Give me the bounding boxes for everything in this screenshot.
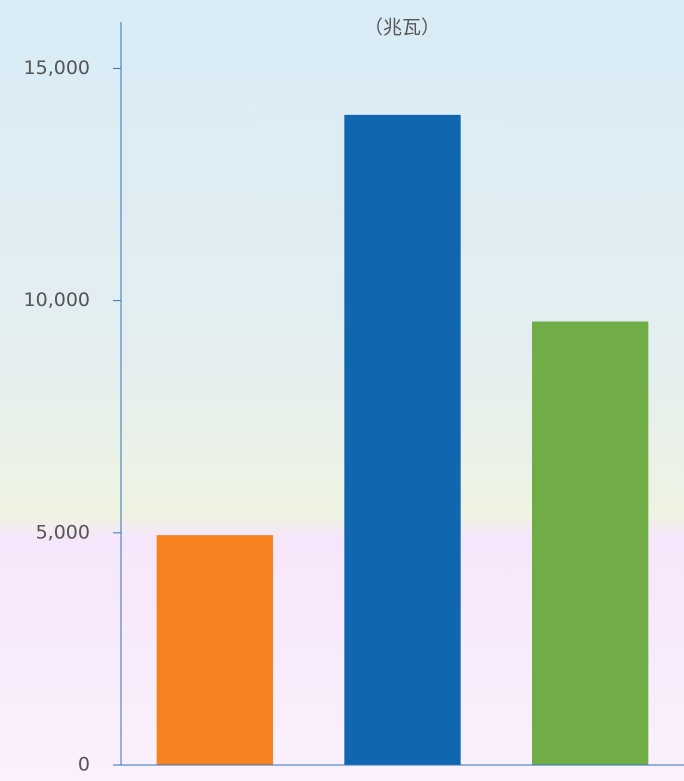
y-tick-label: 0	[78, 754, 90, 776]
unit-label: （兆瓦）	[364, 17, 440, 39]
y-tick-label: 10,000	[24, 289, 90, 311]
bar	[344, 114, 461, 765]
y-tick-label: 5,000	[36, 521, 90, 543]
bar	[531, 321, 649, 765]
y-tick-label: 15,000	[24, 57, 90, 79]
bar	[156, 535, 274, 765]
